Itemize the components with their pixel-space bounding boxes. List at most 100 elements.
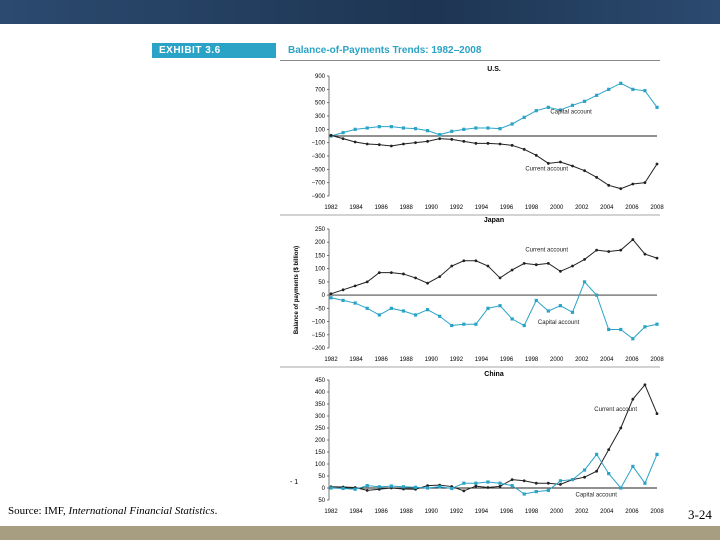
china-current-account-point [510,478,514,481]
us-current-account-point [462,139,466,143]
japan-current-account-point [607,250,611,253]
china-capital-account-point [486,480,490,484]
japan-capital-account-point [450,323,454,328]
us-current-account-point [607,183,611,187]
us-current-account-point [522,147,526,151]
japan-capital-account-point [595,293,599,297]
china-current-account-point [534,481,538,485]
china-capital-account-point [534,490,538,494]
china-capital-account-point [413,485,418,489]
us-current-account-point [643,181,647,185]
china-current-account-point [643,383,647,387]
us-current-account-point [329,133,333,137]
japan-x-tick-label: 2006 [625,357,639,363]
us-current-account-point [631,182,635,186]
japan-current-account-point [631,238,635,241]
china-x-tick-label: 2002 [575,509,589,515]
us-capital-account-point [570,103,575,107]
japan-current-account-point [571,264,574,268]
japan-current-account-point [365,280,369,284]
japan-capital-account-point [389,306,393,310]
us-y-tick-label: −900 [311,194,325,200]
us-capital-account-point [631,87,635,91]
china-y-tick-label: 400 [315,390,326,396]
china-current-account-point [377,487,381,491]
china-capital-account-point [522,492,526,496]
japan-x-tick-label: 2002 [575,357,589,363]
us-current-account-point [571,164,574,168]
japan-capital-account-point [582,280,587,284]
japan-current-account-point [619,248,623,252]
source-title: International Financial Statistics [68,505,215,517]
china-x-tick-label: 1990 [425,509,439,515]
japan-x-tick-label: 2008 [650,357,664,363]
source-note: Source: IMF, International Financial Sta… [8,505,217,517]
us-capital-account-point [474,126,478,130]
china-y-tick-label: 200 [315,438,326,444]
us-y-tick-label: 500 [315,101,326,107]
china-y-tick-label: 450 [315,378,326,384]
japan-current-account-point [414,276,417,280]
china-current-account-point [498,484,502,488]
japan-x-tick-label: 1986 [374,357,388,363]
us-x-tick-label: 1988 [400,205,414,211]
china-capital-account-point [631,464,635,468]
japan-capital-account-point [655,322,659,326]
japan-current-account-point [438,275,442,278]
japan-capital-account-point [619,327,623,332]
us-y-tick-label: 900 [315,74,326,80]
japan-capital-account-point [522,323,526,328]
japan-current-account-point [486,264,490,268]
us-current-account-point [389,144,393,148]
japan-capital-account-line [330,280,658,340]
page-number: 3-24 [688,507,712,522]
china-capital-account-point [401,485,406,489]
china-capital-account-point [619,486,623,490]
japan-current-account-point [546,261,550,265]
us-capital-account-point [595,93,599,97]
us-y-tick-label: 100 [315,127,326,133]
china-current-account-point [583,475,586,479]
japan-capital-account-point [474,322,478,326]
china-capital-account-point [425,486,430,490]
us-current-account-point [426,139,429,143]
china-capital-account-point [643,481,647,485]
china-x-tick-label: 1988 [400,509,414,515]
us-capital-account-point [486,126,490,130]
japan-x-tick-label: 1996 [500,357,514,363]
japan-y-tick-label: 250 [315,227,326,233]
us-x-tick-label: 2004 [600,205,614,211]
japan-y-tick-label: −200 [311,346,325,352]
us-capital-account-point [534,109,538,113]
china-x-tick-label: 1986 [374,509,388,515]
japan-x-tick-label: 1994 [475,357,489,363]
us-y-tick-label: 700 [315,87,326,93]
us-capital-account-point [546,105,550,109]
us-current-account-point [377,143,381,147]
japan-y-tick-label: −100 [311,320,325,326]
japan-current-account-point [510,268,514,272]
china-capital-account-point [365,484,369,488]
japan-current-account-point [522,261,526,265]
china-capital-account-line [330,453,658,495]
us-current-account-point [619,187,623,191]
exhibit-header-rule [280,60,660,61]
japan-capital-account-point [534,298,538,302]
china-current-account-point [365,489,369,492]
china-y-tick-label: 0 [322,486,326,492]
china-current-account-point [607,448,611,451]
china-y-tick-label: 300 [315,414,326,420]
us-capital-account-point [425,129,430,133]
us-x-tick-label: 1998 [525,205,539,211]
us-capital-account-point [462,127,466,131]
china-current-account-point [619,426,623,430]
us-x-tick-label: 2000 [550,205,564,211]
japan-capital-account-point [438,314,442,318]
japan-current-account-label: Current account [525,247,568,253]
china-capital-account-point [389,484,393,488]
japan-capital-account-point [607,327,611,332]
japan-current-account-point [534,263,538,267]
us-current-account-point [534,153,538,157]
japan-current-account-point [595,248,599,252]
